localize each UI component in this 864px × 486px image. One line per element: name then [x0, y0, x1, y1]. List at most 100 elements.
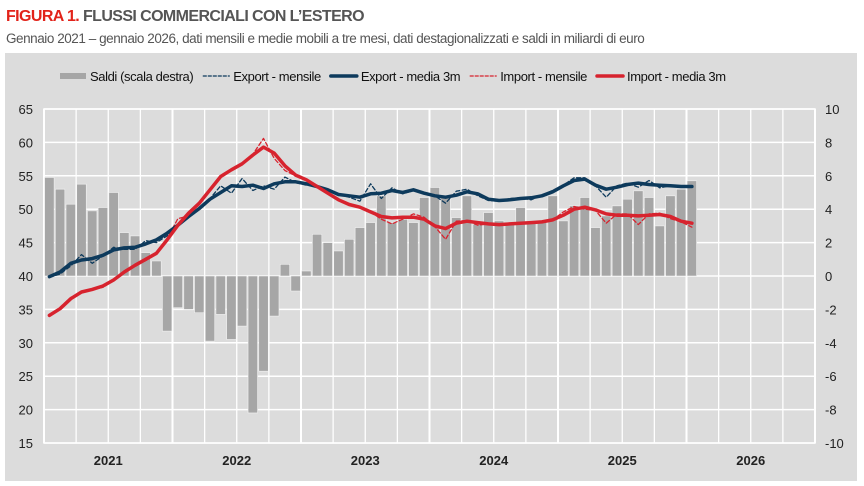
bar-saldo [483, 212, 494, 277]
bar-saldo [172, 275, 183, 309]
legend-label: Saldi (scala destra) [90, 69, 193, 84]
bars-saldi [44, 177, 697, 414]
bar-saldo [686, 180, 697, 277]
bar-saldo [226, 275, 237, 340]
bar-saldo [515, 207, 526, 277]
bar-saldo [215, 275, 226, 315]
line-export-media-3m [47, 177, 694, 279]
bar-saldo [590, 227, 601, 277]
bar-saldo [472, 223, 483, 277]
bar-saldo [140, 252, 151, 277]
legend-swatch-saldi [60, 73, 86, 79]
bar-saldo [547, 195, 558, 277]
bar-saldo [397, 218, 408, 277]
right-tick-label: 2 [825, 236, 832, 251]
figure-label: FIGURA 1. [6, 8, 80, 25]
bar-saldo [665, 195, 676, 277]
right-tick-label: -10 [825, 436, 844, 451]
bar-saldo [151, 260, 162, 277]
legend-label: Import - mensile [500, 69, 587, 84]
bar-saldo [65, 203, 76, 277]
x-tick-label: 2025 [608, 453, 637, 468]
bar-saldo [376, 195, 387, 277]
bar-saldo [97, 207, 108, 277]
bar-saldo [386, 222, 398, 277]
bar-saldo [354, 227, 365, 277]
bar-saldo [237, 275, 248, 327]
bar-saldo [451, 217, 462, 277]
left-tick-label: 45 [19, 236, 33, 251]
left-tick-label: 55 [19, 169, 33, 184]
left-tick-label: 20 [19, 403, 33, 418]
right-tick-label: -4 [825, 336, 837, 351]
left-tick-label: 35 [19, 302, 33, 317]
left-tick-label: 50 [19, 202, 33, 217]
bar-saldo [611, 205, 622, 277]
bar-saldo [87, 210, 98, 277]
right-tick-label: 6 [825, 169, 832, 184]
bar-saldo [344, 238, 355, 277]
line-import-media-3m [47, 145, 694, 318]
x-tick-label: 2026 [736, 453, 765, 468]
bar-saldo [76, 183, 87, 277]
bar-saldo [365, 222, 376, 277]
bar-saldo [258, 275, 269, 372]
axis-labels: 1520253035404550556065-10-8-6-4-20246810… [19, 102, 844, 468]
bar-saldo [301, 270, 312, 277]
bar-saldo [194, 275, 205, 314]
bar-saldo [579, 197, 590, 277]
bar-saldo [536, 220, 547, 277]
left-tick-label: 40 [19, 269, 33, 284]
bar-saldo [494, 220, 505, 277]
x-tick-label: 2024 [479, 453, 509, 468]
bar-saldo [129, 235, 141, 277]
bar-saldo [333, 250, 344, 277]
bar-saldo [55, 188, 66, 277]
bar-saldo [419, 197, 430, 277]
bar-saldo [119, 232, 130, 277]
right-tick-label: -6 [825, 369, 837, 384]
left-tick-label: 30 [19, 336, 33, 351]
bar-saldo [279, 264, 290, 277]
bar-saldo [429, 187, 440, 277]
x-tick-label: 2021 [94, 453, 123, 468]
bar-saldo [569, 205, 580, 277]
bar-saldo [162, 275, 173, 332]
bar-saldo [247, 275, 258, 414]
bar-saldo [204, 275, 216, 342]
bar-saldo [322, 242, 333, 277]
left-tick-label: 60 [19, 135, 33, 150]
legend-label: Export - mensile [233, 69, 321, 84]
title-text: FLUSSI COMMERCIALI CON L’ESTERO [82, 8, 365, 25]
bar-saldo [526, 222, 537, 277]
figure-subtitle: Gennaio 2021 – gennaio 2026, dati mensil… [6, 31, 645, 46]
right-tick-label: -2 [825, 302, 837, 317]
bar-saldo [312, 233, 323, 277]
bar-saldo [633, 190, 644, 277]
bar-saldo [108, 192, 119, 277]
grid [43, 108, 816, 444]
lines [47, 137, 694, 318]
bar-saldo [558, 220, 569, 277]
bar-saldo [622, 198, 633, 277]
right-tick-label: 10 [825, 102, 839, 117]
right-tick-label: 4 [825, 202, 832, 217]
right-tick-label: 0 [825, 269, 832, 284]
bar-saldo [654, 225, 665, 277]
bar-saldo [183, 275, 194, 310]
bar-saldo [676, 188, 687, 277]
legend-label: Export - media 3m [361, 69, 460, 84]
left-tick-label: 15 [19, 436, 33, 451]
bar-saldo [269, 275, 280, 317]
legend-label: Import - media 3m [627, 69, 726, 84]
right-tick-label: 8 [825, 135, 832, 150]
right-tick-label: -8 [825, 403, 837, 418]
bar-saldo [408, 222, 419, 277]
bar-saldo [44, 177, 55, 277]
bar-saldo [601, 215, 612, 277]
x-tick-label: 2022 [222, 453, 251, 468]
bar-saldo [643, 197, 655, 277]
left-tick-label: 25 [19, 369, 33, 384]
bar-saldo [461, 195, 473, 277]
